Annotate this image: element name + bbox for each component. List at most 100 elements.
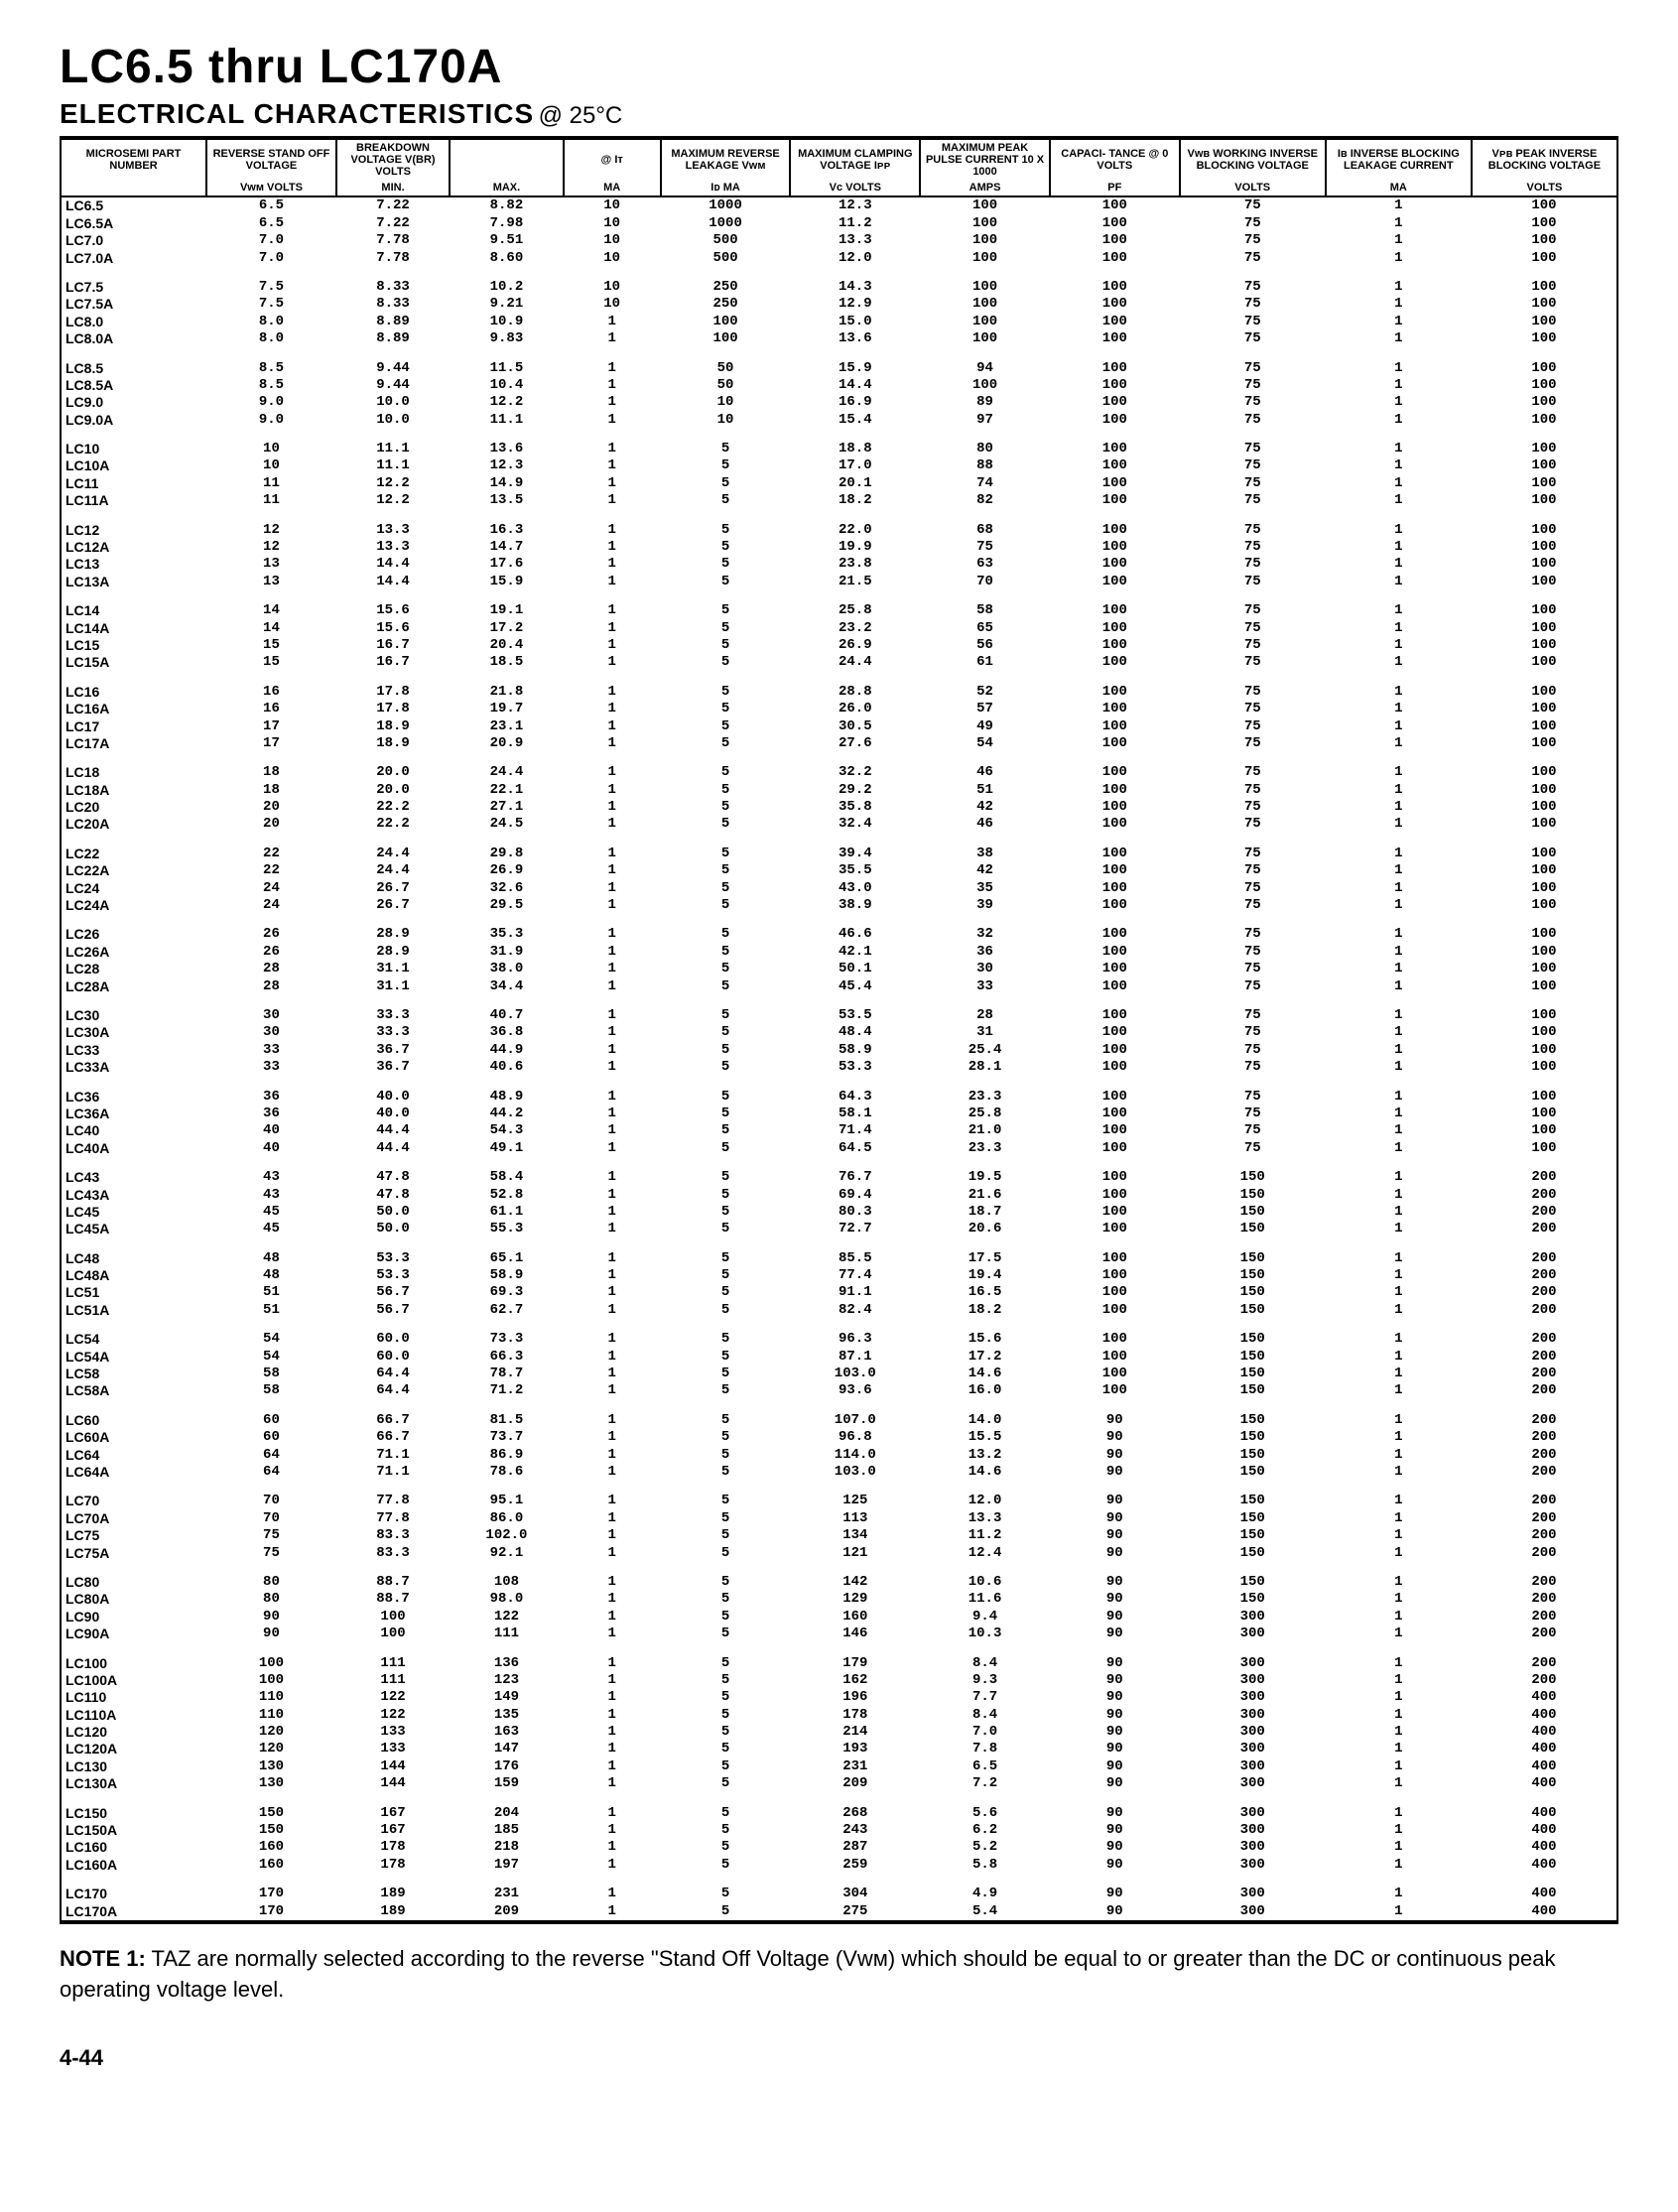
data-cell: 75 (1180, 654, 1326, 671)
data-cell: 1 (1326, 1366, 1472, 1382)
data-cell: 75 (1180, 1140, 1326, 1157)
data-cell: 100 (1472, 1089, 1617, 1106)
data-cell: 209 (450, 1903, 563, 1922)
part-number-cell: LC160A (61, 1857, 206, 1874)
data-cell: 1 (564, 574, 661, 590)
data-cell: 16.9 (790, 394, 920, 411)
table-row: LC454550.061.11580.318.71001501200 (61, 1204, 1617, 1221)
data-cell: 1 (1326, 1672, 1472, 1689)
data-cell: 19.9 (790, 539, 920, 556)
data-cell: 1 (1326, 1140, 1472, 1157)
data-cell: 75 (1180, 718, 1326, 735)
data-cell: 14.4 (336, 556, 450, 573)
data-cell: 1 (1326, 394, 1472, 411)
data-cell: 100 (1472, 620, 1617, 637)
data-cell: 1 (564, 944, 661, 961)
data-cell: 28 (206, 961, 336, 977)
data-cell: 24.4 (336, 862, 450, 879)
data-cell: 100 (1050, 1007, 1180, 1024)
data-cell: 1 (1326, 1689, 1472, 1706)
data-cell: 15.9 (450, 574, 563, 590)
data-cell: 75 (920, 539, 1050, 556)
data-cell: 29.8 (450, 846, 563, 862)
data-cell: 75 (1180, 816, 1326, 833)
data-cell: 1 (1326, 232, 1472, 249)
data-cell: 4.9 (920, 1886, 1050, 1902)
data-cell: 300 (1180, 1689, 1326, 1706)
data-cell: 75 (1180, 637, 1326, 654)
data-cell: 1 (564, 961, 661, 977)
data-cell: 144 (336, 1758, 450, 1775)
data-cell: 12 (206, 522, 336, 539)
data-cell: 5 (661, 684, 791, 701)
data-cell: 75 (1180, 846, 1326, 862)
data-cell: 136 (450, 1655, 563, 1672)
part-number-cell: LC6.5A (61, 215, 206, 232)
data-cell: 75 (1180, 232, 1326, 249)
part-number-cell: LC40A (61, 1140, 206, 1157)
col-header-top: BREAKDOWN VOLTAGE V(BR) VOLTS (336, 138, 450, 180)
table-row: LC120A120133147151937.8903001400 (61, 1741, 1617, 1757)
data-cell: 7.7 (920, 1689, 1050, 1706)
data-cell: 1 (1326, 1204, 1472, 1221)
data-cell: 64 (206, 1464, 336, 1481)
data-cell: 111 (336, 1672, 450, 1689)
data-cell: 1 (1326, 1805, 1472, 1822)
data-cell: 1 (564, 1903, 661, 1922)
data-cell: 5 (661, 1822, 791, 1839)
data-cell: 160 (206, 1857, 336, 1874)
data-cell: 5 (661, 1007, 791, 1024)
data-cell: 100 (1472, 862, 1617, 879)
data-cell: 11.2 (790, 215, 920, 232)
part-number-cell: LC9.0 (61, 394, 206, 411)
data-cell: 300 (1180, 1724, 1326, 1741)
data-cell: 75 (1180, 926, 1326, 943)
data-cell: 1 (1326, 1707, 1472, 1724)
data-cell: 8.33 (336, 279, 450, 296)
data-cell: 82 (920, 492, 1050, 509)
data-cell: 400 (1472, 1857, 1617, 1874)
data-cell: 70 (206, 1510, 336, 1527)
data-cell: 1 (1326, 1007, 1472, 1024)
data-cell: 18.5 (450, 654, 563, 671)
data-cell: 100 (1472, 1007, 1617, 1024)
data-cell: 300 (1180, 1903, 1326, 1922)
data-cell: 50.0 (336, 1221, 450, 1237)
data-cell: 90 (1050, 1464, 1180, 1481)
data-cell: 56 (920, 637, 1050, 654)
data-cell: 200 (1472, 1591, 1617, 1608)
data-cell: 22.0 (790, 522, 920, 539)
data-cell: 5 (661, 1626, 791, 1642)
table-header: MICROSEMI PART NUMBERREVERSE STAND OFF V… (61, 138, 1617, 196)
group-separator (61, 1481, 1617, 1493)
data-cell: 10 (564, 196, 661, 214)
data-cell: 1 (564, 1169, 661, 1186)
group-separator (61, 672, 1617, 684)
data-cell: 90 (1050, 1412, 1180, 1429)
data-cell: 8.5 (206, 360, 336, 377)
data-cell: 1 (564, 1510, 661, 1527)
data-cell: 100 (920, 377, 1050, 394)
data-cell: 1 (1326, 846, 1472, 862)
part-number-cell: LC160 (61, 1839, 206, 1856)
data-cell: 8.4 (920, 1707, 1050, 1724)
data-cell: 100 (1050, 897, 1180, 914)
data-cell: 75 (1180, 574, 1326, 590)
data-cell: 14.6 (920, 1366, 1050, 1382)
data-cell: 10.9 (450, 314, 563, 330)
data-cell: 7.98 (450, 215, 563, 232)
data-cell: 80 (920, 441, 1050, 457)
data-cell: 100 (1050, 1267, 1180, 1284)
data-cell: 275 (790, 1903, 920, 1922)
data-cell: 10.6 (920, 1574, 1050, 1591)
data-cell: 1 (564, 1204, 661, 1221)
data-cell: 111 (450, 1626, 563, 1642)
table-row: LC13A1314.415.91521.570100751100 (61, 574, 1617, 590)
data-cell: 300 (1180, 1805, 1326, 1822)
table-row: LC757583.3102.01513411.2901501200 (61, 1527, 1617, 1544)
data-cell: 90 (206, 1626, 336, 1642)
data-cell: 193 (790, 1741, 920, 1757)
data-cell: 133 (336, 1741, 450, 1757)
data-cell: 100 (1050, 718, 1180, 735)
data-cell: 9.83 (450, 330, 563, 347)
